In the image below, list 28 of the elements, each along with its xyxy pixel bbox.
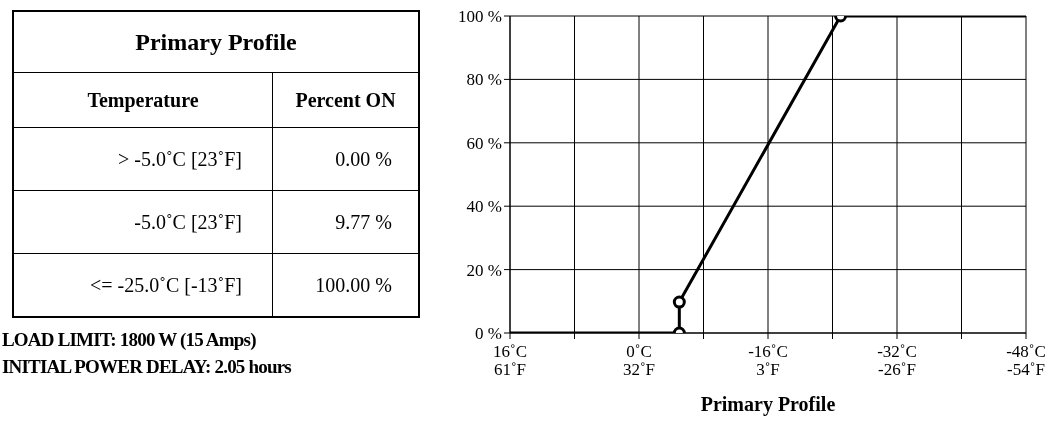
x2-tick-label: 3˚F bbox=[756, 360, 780, 380]
text: -5.0˚C [23˚F] bbox=[13, 190, 273, 254]
x-tick-label: -16˚C bbox=[748, 342, 788, 361]
x-tick-label: -32˚C bbox=[877, 342, 917, 361]
x2-tick-label: -26˚F bbox=[878, 360, 916, 380]
text: > -5.0˚C [23˚F] bbox=[13, 127, 273, 191]
y-tick-label: 60 % bbox=[466, 133, 502, 153]
text: LOAD LIMIT: 1800 W (15 Amps) bbox=[2, 328, 257, 352]
text: Percent ON bbox=[272, 72, 419, 128]
x2-tick-label: -54˚F bbox=[1007, 360, 1045, 380]
y-tick-label: 100 % bbox=[458, 7, 502, 27]
text: INITIAL POWER DELAY: 2.05 hours bbox=[2, 355, 292, 379]
y-tick-label: 80 % bbox=[466, 70, 502, 90]
text: 0.00 % bbox=[272, 127, 419, 191]
x-tick-label: 16˚C bbox=[493, 342, 527, 361]
x-tick-label: -48˚C bbox=[1006, 342, 1046, 361]
x2-tick-label: 61˚F bbox=[493, 360, 527, 380]
y-tick-label: 20 % bbox=[466, 260, 502, 280]
y-tick-label: 40 % bbox=[466, 197, 502, 217]
text: Primary Profile bbox=[13, 11, 419, 73]
text: <= -25.0˚C [-13˚F] bbox=[13, 253, 273, 317]
y-tick-label: 0 % bbox=[475, 324, 502, 344]
text: 9.77 % bbox=[272, 190, 419, 254]
text: 100.00 % bbox=[272, 253, 419, 317]
x2-tick-label: 32˚F bbox=[622, 360, 656, 380]
text: Temperature bbox=[13, 72, 273, 128]
x-tick-label: 0˚C bbox=[626, 342, 652, 361]
x-axis-title: Primary Profile bbox=[700, 393, 836, 416]
